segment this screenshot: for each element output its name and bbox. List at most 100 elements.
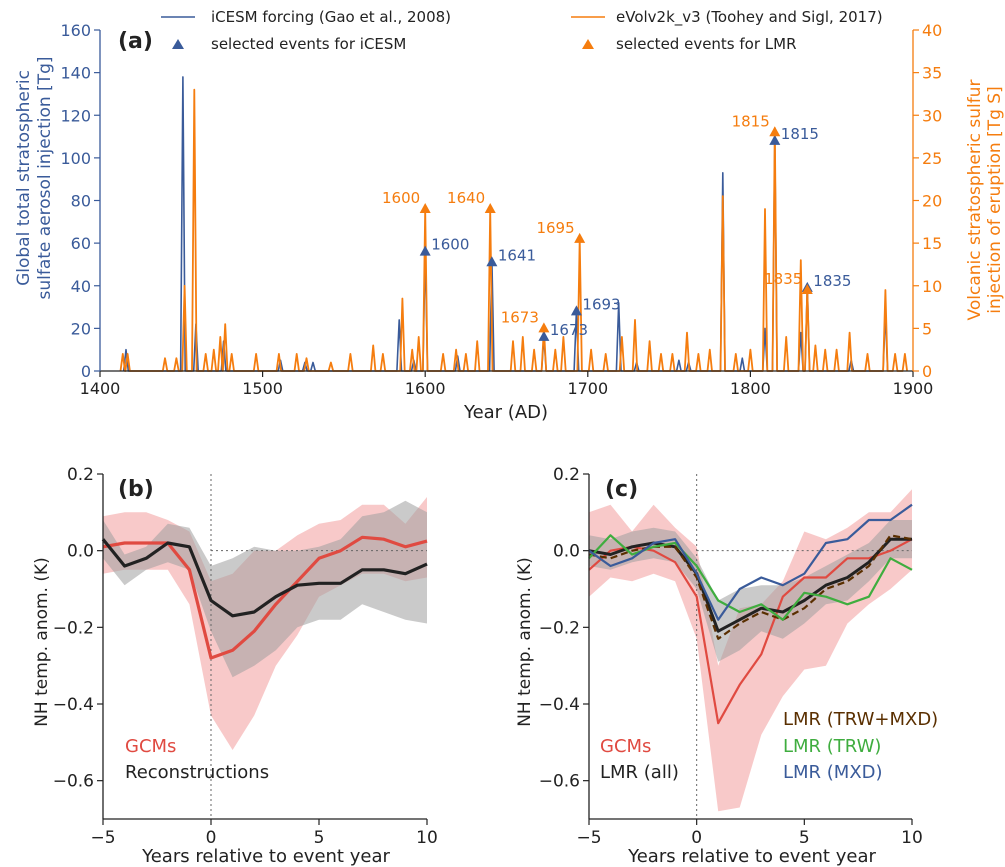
panel-a-ytick-label: 100 (60, 149, 91, 168)
lmr-event-marker (801, 284, 813, 295)
panel-c-ytick-label: −0.6 (539, 772, 580, 792)
panel-a-y2tick-label: 15 (922, 234, 942, 253)
lmr-event-marker (484, 203, 496, 214)
evolv2k-line (119, 88, 908, 372)
panel-a-y2tick-label: 20 (922, 192, 942, 211)
icesm-event-marker (769, 134, 781, 145)
panel-c-ytick-label: −0.4 (539, 695, 580, 715)
panel-a-y2label-line1: Volcanic stratospheric sulfur (965, 80, 985, 321)
lmr-event-marker (419, 203, 431, 214)
panel-c-plot-elements: −5 0 5 10 0.2 0.0 −0.2 −0.4 −0.6 (539, 465, 923, 848)
lmr-event-marker (574, 232, 586, 243)
panel-a-y2tick-label: 0 (922, 362, 932, 381)
icesm-event-label: 1600 (431, 236, 469, 254)
panel-b-ylabel: NH temp. anom. (K) (32, 557, 52, 727)
panel-a-ytick-label: 60 (71, 234, 91, 253)
panel-a-y2tick-label: 10 (922, 277, 942, 296)
icesm-event-marker (486, 256, 498, 267)
panel-a-label: (a) (118, 29, 153, 54)
panel-b-xtick-label: −5 (90, 828, 115, 848)
panel-c-ylabel: NH temp. anom. (K) (515, 557, 535, 727)
panel-a-y2tick-label: 35 (922, 64, 942, 83)
panel-c-legend-gcms: GCMs (600, 736, 651, 757)
panel-b-legend-gcms: GCMs (125, 736, 176, 757)
panel-b-xlabel: Years relative to event year (141, 846, 390, 867)
panel-c-band (589, 520, 912, 662)
legend-label-evolv: eVolv2k_v3 (Toohey and Sigl, 2017) (616, 8, 883, 27)
panel-a-y2tick-label: 5 (922, 319, 932, 338)
panel-a-ytick-label: 80 (71, 192, 91, 211)
panel-a-xtick-label: 1600 (405, 379, 446, 398)
panel-a-ytick-label: 0 (81, 362, 91, 381)
panel-b-ytick-label: 0.0 (67, 542, 94, 562)
legend-label-icesm-events: selected events for iCESM (211, 35, 406, 53)
panel-c-series-line (588, 537, 912, 633)
lmr-event-label: 1695 (536, 219, 574, 237)
panel-c-xtick-label: 0 (691, 828, 702, 848)
lmr-event-label: 1640 (447, 189, 485, 207)
panel-a-ylabel-line2: sulfate aerosol injection [Tg] (35, 57, 55, 300)
panel-a-xlabel: Year (AD) (463, 402, 548, 423)
panel-b-xtick-label: 5 (314, 828, 325, 848)
panel-c-series-line (588, 534, 913, 640)
panel-b-xtick-label: 10 (416, 828, 438, 848)
panel-b-label: (b) (118, 477, 154, 502)
panel-a-xtick-label: 1700 (567, 379, 608, 398)
panel-b-legend-reconstructions: Reconstructions (125, 762, 269, 783)
icesm-event-label: 1693 (582, 295, 620, 313)
panel-c-ytick-label: 0.2 (553, 465, 580, 485)
lmr-event-label: 1600 (382, 189, 420, 207)
panel-c: −5 0 5 10 0.2 0.0 −0.2 −0.4 −0.6 (c) Years relat… (515, 465, 938, 867)
panel-c-legend-lmr-all: LMR (all) (600, 762, 679, 783)
panel-b-ytick-label: −0.6 (53, 772, 94, 792)
panel-b-ytick-label: 0.2 (67, 465, 94, 485)
lmr-event-marker (769, 126, 781, 137)
icesm-event-label: 1641 (498, 246, 536, 264)
icesm-event-label: 1673 (550, 321, 588, 339)
panel-a-ytick-label: 160 (60, 21, 91, 40)
panel-c-legend-lmr-trw: LMR (TRW) (783, 736, 881, 757)
panel-a-y2tick-label: 30 (922, 106, 942, 125)
panel-a-xtick-label: 1400 (80, 379, 121, 398)
panel-a-y2label-line2: injection of eruption [Tg S] (985, 86, 1005, 313)
panel-c-xtick-label: −5 (576, 828, 601, 848)
panel-c-series-line (588, 503, 913, 621)
panel-a-y2tick-label: 40 (922, 21, 942, 40)
panel-b-xtick-label: 0 (206, 828, 217, 848)
panel-b-series-line (101, 538, 428, 618)
legend-triangle-icesm (172, 39, 184, 49)
icesm-event-marker (570, 305, 582, 316)
panel-c-xlabel: Years relative to event year (627, 846, 876, 867)
panel-a-xtick-label: 1500 (242, 379, 283, 398)
panel-b: −5 0 5 10 0.2 0.0 −0.2 −0.4 −0.6 (b) Years relat… (32, 465, 438, 867)
panel-a-y2tick-label: 25 (922, 149, 942, 168)
panel-c-label: (c) (605, 477, 638, 502)
panel-c-legend-lmr-trw-mxd: LMR (TRW+MXD) (783, 709, 938, 730)
lmr-event-marker (538, 322, 550, 333)
panel-b-plot-elements: −5 0 5 10 0.2 0.0 −0.2 −0.4 −0.6 (53, 465, 438, 848)
panel-a-ytick-label: 120 (60, 106, 91, 125)
panel-a-ytick-label: 40 (71, 277, 91, 296)
panel-b-ytick-label: −0.4 (53, 695, 94, 715)
panel-c-legend-lmr-mxd: LMR (MXD) (783, 762, 883, 783)
panel-a-ytick-label: 20 (71, 319, 91, 338)
lmr-event-label: 1835 (764, 270, 802, 288)
panel-c-xtick-label: 5 (799, 828, 810, 848)
icesm-event-marker (419, 245, 431, 256)
icesm-event-marker (538, 330, 550, 341)
panel-c-ytick-label: 0.0 (553, 542, 580, 562)
panel-c-ytick-label: −0.2 (539, 618, 580, 638)
panel-a-legend: iCESM forcing (Gao et al., 2008) selecte… (161, 8, 883, 53)
legend-triangle-lmr (582, 39, 594, 49)
panel-a-xtick-label: 1900 (893, 379, 934, 398)
legend-label-icesm: iCESM forcing (Gao et al., 2008) (211, 8, 451, 26)
panel-a-xtick-label: 1800 (730, 379, 771, 398)
legend-label-lmr-events: selected events for LMR (616, 35, 797, 53)
lmr-event-label: 1815 (732, 112, 770, 130)
icesm-event-label: 1815 (781, 125, 819, 143)
panel-c-xtick-label: 10 (901, 828, 923, 848)
panel-b-ytick-label: −0.2 (53, 618, 94, 638)
